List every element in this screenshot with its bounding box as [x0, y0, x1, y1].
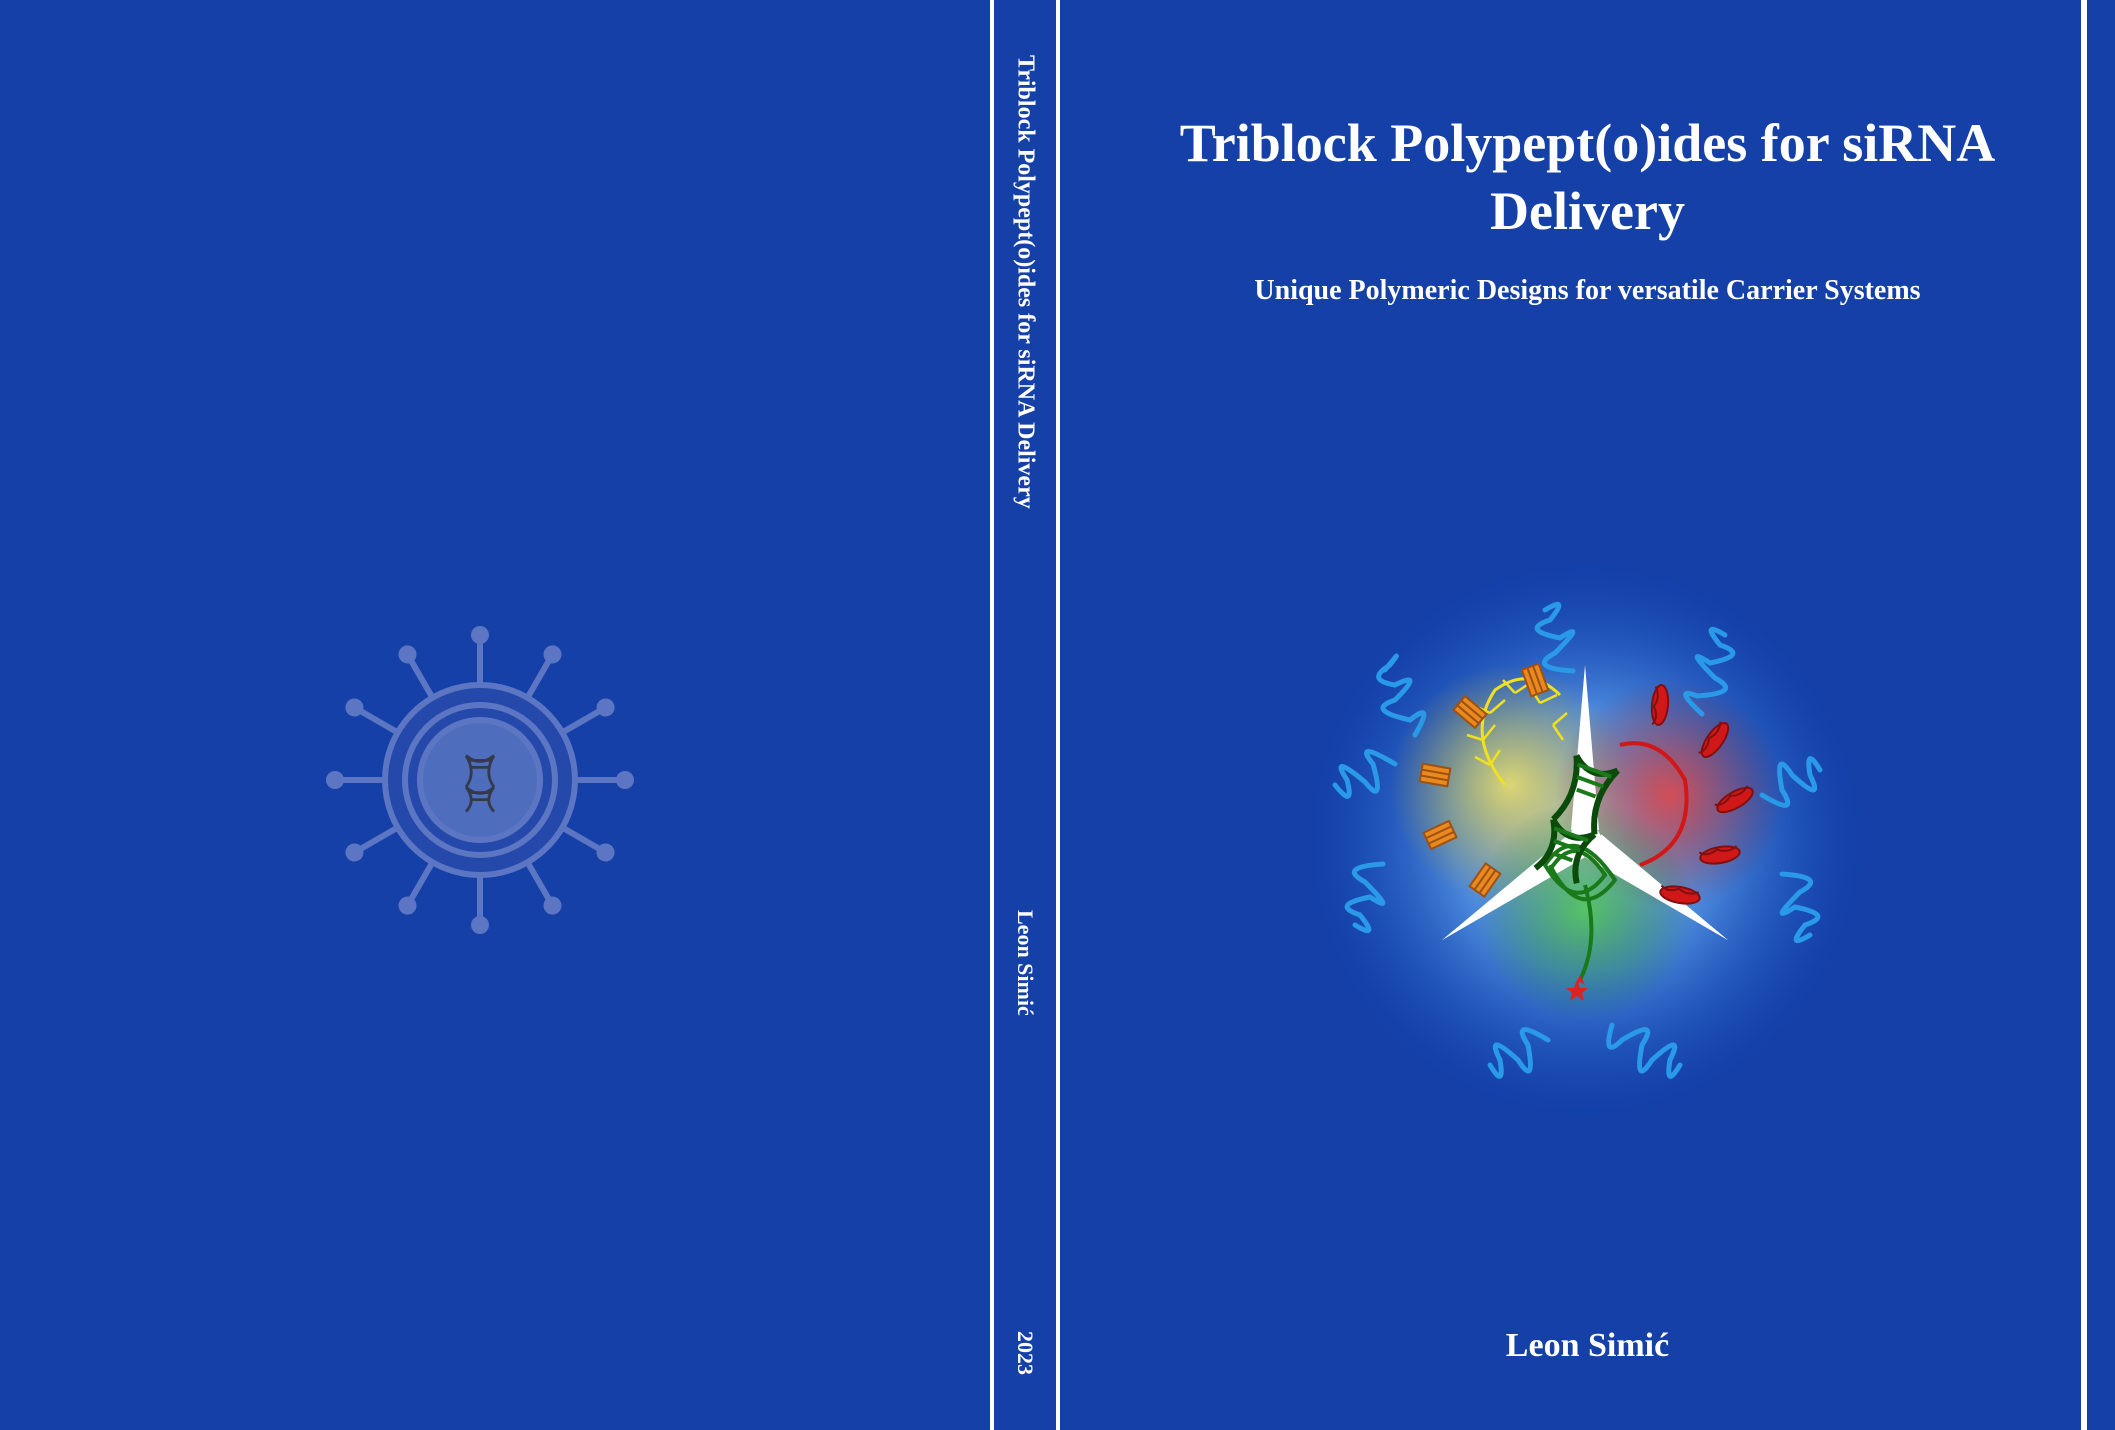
front-author: Leon Simić: [1060, 1327, 2115, 1365]
spine-year: 2023: [1012, 1331, 1038, 1375]
front-subtitle: Unique Polymeric Designs for versatile C…: [1060, 275, 2115, 307]
front-carrier-icon: [1275, 530, 1895, 1150]
back-cover: [0, 0, 990, 1430]
spine-title: Triblock Polypept(o)ides for siRNA Deliv…: [1012, 55, 1039, 509]
front-cover: Triblock Polypept(o)ides for siRNA Deliv…: [1060, 0, 2115, 1430]
spine-rule-left: [990, 0, 994, 1430]
spine-author: Leon Simić: [1012, 910, 1038, 1016]
back-virus-icon: [300, 600, 660, 960]
right-edge-rule: [2081, 0, 2087, 1430]
spine: Triblock Polypept(o)ides for siRNA Deliv…: [990, 0, 1060, 1430]
front-title: Triblock Polypept(o)ides for siRNA Deliv…: [1060, 110, 2115, 245]
